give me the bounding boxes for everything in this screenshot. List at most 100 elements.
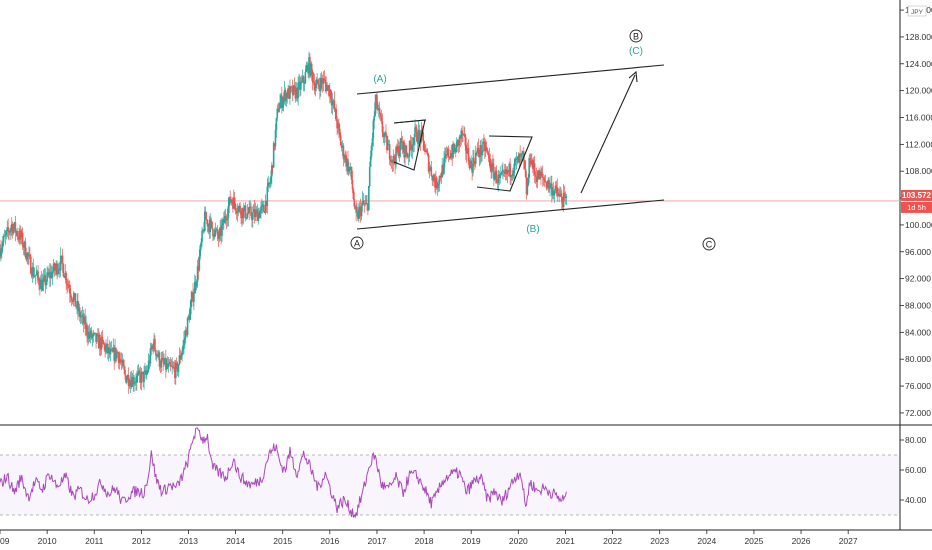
candle xyxy=(231,196,233,206)
candle xyxy=(509,158,511,186)
candle xyxy=(14,215,17,242)
candle xyxy=(513,157,516,180)
candle xyxy=(442,163,444,176)
candle xyxy=(35,265,38,276)
candle xyxy=(324,75,327,93)
upper-trendline[interactable] xyxy=(356,64,665,95)
candle xyxy=(263,210,266,214)
wave-paren-C-label: (C) xyxy=(629,46,643,57)
drawing-annotations[interactable] xyxy=(356,64,665,230)
bar-countdown: 1d 5h xyxy=(907,203,926,212)
candle xyxy=(108,340,111,359)
candle xyxy=(491,158,493,179)
candle xyxy=(564,191,567,205)
price-tick-label: 128.000 xyxy=(905,32,932,42)
candle xyxy=(373,111,376,130)
candle xyxy=(274,124,277,151)
candle xyxy=(364,195,366,207)
candle xyxy=(194,275,197,294)
price-tick-label: 124.000 xyxy=(905,59,932,69)
candle xyxy=(121,353,124,369)
candle xyxy=(316,72,318,84)
candle xyxy=(200,238,202,250)
candle xyxy=(101,330,104,348)
candle xyxy=(80,310,83,324)
candle xyxy=(463,125,465,136)
candle xyxy=(432,173,434,187)
candle xyxy=(345,151,347,172)
candle xyxy=(158,350,161,371)
candle xyxy=(460,127,463,146)
lower-trendline[interactable] xyxy=(356,199,665,230)
triangle-2[interactable] xyxy=(476,135,533,192)
candle xyxy=(291,79,294,102)
candle xyxy=(97,328,100,349)
candle xyxy=(490,160,492,179)
candle xyxy=(360,202,363,221)
candle xyxy=(32,258,35,280)
candle xyxy=(58,262,60,275)
candle xyxy=(363,200,366,213)
candle xyxy=(357,206,359,221)
candle xyxy=(132,369,135,392)
candle xyxy=(487,151,490,163)
candle xyxy=(264,194,267,215)
candle xyxy=(389,155,392,167)
candle xyxy=(306,61,308,72)
candle xyxy=(142,371,144,388)
triangle-1-top[interactable] xyxy=(393,119,427,124)
candle xyxy=(517,152,520,163)
candle xyxy=(239,202,241,215)
candle xyxy=(351,170,354,194)
candle xyxy=(314,79,317,97)
candle xyxy=(12,223,15,236)
candle xyxy=(422,129,424,150)
candle xyxy=(47,265,49,279)
candle xyxy=(172,361,174,370)
candle xyxy=(485,141,488,153)
candle xyxy=(155,349,157,361)
candle xyxy=(356,203,358,217)
rsi-tick-label: 80.00 xyxy=(905,435,927,445)
candle xyxy=(39,274,42,290)
candle xyxy=(553,188,556,203)
wave-paren-B-label: (B) xyxy=(526,224,539,235)
projection-arrowhead[interactable] xyxy=(628,70,638,83)
candle xyxy=(453,142,455,155)
candle xyxy=(273,142,276,151)
candle xyxy=(125,374,127,384)
candle xyxy=(59,261,61,279)
candle xyxy=(469,157,472,169)
candle xyxy=(435,175,438,190)
candle xyxy=(242,202,245,224)
candle xyxy=(339,124,341,141)
candle xyxy=(331,92,334,115)
rsi-axis[interactable]: 80.00 60.00 40.00 xyxy=(900,435,927,505)
time-tick-label: 2027 xyxy=(839,536,858,546)
candle xyxy=(269,177,271,189)
projection-arrow[interactable] xyxy=(580,74,636,194)
time-axis[interactable]: 09 2010 2011 2012 2013 2014 2015 2016 2017 2018 20… xyxy=(0,530,858,546)
candle xyxy=(547,177,550,193)
candle xyxy=(359,198,362,223)
candle xyxy=(372,118,375,147)
candle xyxy=(504,163,507,181)
candle xyxy=(204,206,207,220)
candle xyxy=(411,137,414,160)
candle xyxy=(48,268,50,278)
candle xyxy=(126,376,128,385)
candle xyxy=(68,280,70,289)
candle xyxy=(532,156,535,176)
candle xyxy=(137,363,140,376)
candle xyxy=(232,189,235,210)
candle xyxy=(292,84,295,97)
candle xyxy=(165,358,168,372)
candle xyxy=(464,127,466,146)
candle xyxy=(127,367,130,394)
candle xyxy=(157,349,160,360)
candle xyxy=(451,144,453,167)
candle xyxy=(390,155,393,169)
candle xyxy=(459,135,462,148)
candle xyxy=(52,259,55,274)
